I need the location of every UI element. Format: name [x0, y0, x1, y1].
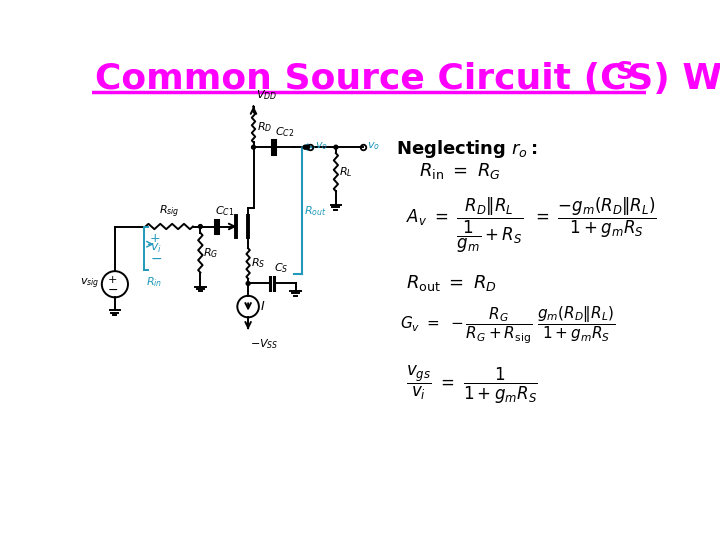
- Text: $A_v\ =\ \dfrac{R_D \| R_L}{\dfrac{1}{g_m} + R_S}$: $A_v\ =\ \dfrac{R_D \| R_L}{\dfrac{1}{g_…: [406, 195, 523, 255]
- Text: $G_v\ =\ -\dfrac{R_G}{R_G + R_{\rm sig}}\ \dfrac{g_m(R_D \| R_L)}{1 + g_m R_S}$: $G_v\ =\ -\dfrac{R_G}{R_G + R_{\rm sig}}…: [400, 305, 616, 347]
- Text: $v_o$: $v_o$: [367, 140, 380, 152]
- Circle shape: [199, 225, 202, 228]
- Text: $R_{in}$: $R_{in}$: [145, 275, 162, 289]
- Text: $v_{sig}$: $v_{sig}$: [80, 277, 99, 292]
- Text: $R_{out}$: $R_{out}$: [305, 204, 327, 218]
- Text: $R_L$: $R_L$: [339, 165, 353, 179]
- Text: $-$: $-$: [107, 283, 118, 296]
- Circle shape: [246, 281, 250, 286]
- Text: $R_{sig}$: $R_{sig}$: [159, 203, 179, 220]
- Text: +: +: [150, 232, 160, 245]
- Text: $\bf{Neglecting}$ $\it{r_o}$$\bf{:}$: $\bf{Neglecting}$ $\it{r_o}$$\bf{:}$: [396, 138, 538, 160]
- Text: S: S: [616, 60, 634, 84]
- Text: $v_o$: $v_o$: [315, 140, 328, 152]
- Text: $R_{\rm out}\ =\ R_D$: $R_{\rm out}\ =\ R_D$: [406, 273, 497, 293]
- Circle shape: [251, 145, 256, 149]
- Text: $I$: $I$: [261, 300, 266, 313]
- Text: $R_G$: $R_G$: [204, 246, 219, 260]
- Text: $C_S$: $C_S$: [274, 261, 288, 275]
- Circle shape: [334, 145, 338, 149]
- Text: $R_S$: $R_S$: [251, 256, 266, 271]
- Text: $R_{\rm in}\ =\ R_G$: $R_{\rm in}\ =\ R_G$: [419, 161, 501, 181]
- Text: $R_D$: $R_D$: [256, 120, 272, 134]
- Text: $v_i$: $v_i$: [150, 241, 161, 255]
- Text: $C_{C2}$: $C_{C2}$: [275, 125, 294, 139]
- Circle shape: [305, 145, 310, 149]
- Circle shape: [303, 145, 307, 149]
- Text: $\dfrac{v_{gs}}{v_i}\ =\ \dfrac{1}{1 + g_m R_S}$: $\dfrac{v_{gs}}{v_i}\ =\ \dfrac{1}{1 + g…: [406, 363, 538, 406]
- Text: $=\ \dfrac{-g_m(R_D \| R_L)}{1 + g_m R_S}$: $=\ \dfrac{-g_m(R_D \| R_L)}{1 + g_m R_S…: [532, 195, 657, 240]
- Text: $C_{C1}$: $C_{C1}$: [215, 204, 235, 218]
- Text: $V_{DD}$: $V_{DD}$: [256, 88, 277, 102]
- Text: +: +: [108, 275, 117, 285]
- Text: Common Source Circuit (CS) With R: Common Source Circuit (CS) With R: [95, 62, 720, 96]
- Text: $-V_{SS}$: $-V_{SS}$: [251, 338, 279, 351]
- Text: $-$: $-$: [150, 251, 162, 265]
